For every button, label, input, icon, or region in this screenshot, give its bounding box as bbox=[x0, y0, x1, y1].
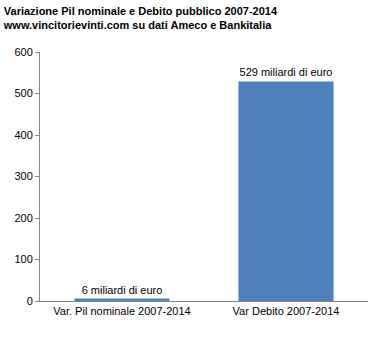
svg-text:600: 600 bbox=[14, 46, 32, 58]
svg-text:400: 400 bbox=[14, 129, 32, 141]
svg-text:300: 300 bbox=[14, 170, 32, 182]
svg-text:6 miliardi di euro: 6 miliardi di euro bbox=[82, 284, 163, 296]
svg-text:200: 200 bbox=[14, 212, 32, 224]
svg-text:Var. Pil nominale 2007-2014: Var. Pil nominale 2007-2014 bbox=[53, 305, 190, 317]
svg-text:529 miliardi di euro: 529 miliardi di euro bbox=[240, 66, 333, 78]
svg-text:100: 100 bbox=[14, 253, 32, 265]
svg-text:Var Debito 2007-2014: Var Debito 2007-2014 bbox=[233, 305, 340, 317]
svg-text:Variazione Pil nominale e Debi: Variazione Pil nominale e Debito pubblic… bbox=[3, 5, 278, 31]
svg-text:500: 500 bbox=[14, 87, 32, 99]
svg-text:0: 0 bbox=[27, 295, 33, 307]
